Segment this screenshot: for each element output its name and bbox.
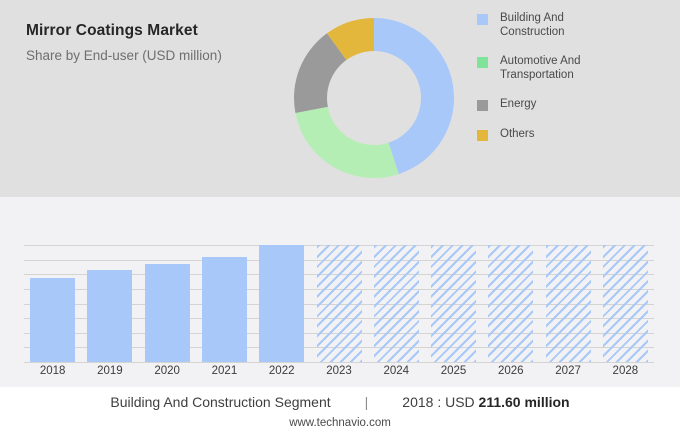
- x-axis-tick-label: 2026: [498, 365, 524, 377]
- title-block: Mirror Coatings Market Share by End-user…: [26, 22, 296, 64]
- donut-chart-svg: [294, 18, 454, 178]
- x-axis-tick-label: 2018: [39, 365, 66, 377]
- x-axis-tick-label: 2023: [326, 365, 352, 377]
- x-axis-tick-label: 2022: [268, 365, 295, 377]
- footer: Building And Construction Segment | 2018…: [0, 387, 680, 440]
- legend-item-label: Others: [500, 127, 535, 140]
- legend-item[interactable]: Energy: [477, 98, 673, 112]
- legend-item[interactable]: Automotive And Transportation: [477, 55, 673, 82]
- bar-actual[interactable]: [201, 257, 247, 362]
- footer-divider: |: [364, 394, 369, 410]
- x-axis-tick-label: 2024: [383, 365, 410, 377]
- x-axis-tick-label: 2027: [555, 365, 581, 377]
- legend-swatch-others: [477, 129, 488, 141]
- legend-item-label: Energy: [500, 98, 537, 110]
- bar-forecast[interactable]: [373, 245, 419, 362]
- x-axis-tick-label: 2028: [612, 365, 639, 377]
- bar-chart-x-axis: 2018 2019 2020 2021 2022 2023 2024 2025 2026 2027…: [24, 365, 654, 385]
- bar-actual[interactable]: [259, 245, 305, 362]
- legend-swatch-energy: [477, 100, 488, 111]
- footer-value-prefix: 2018 : USD: [402, 394, 479, 410]
- bar-forecast[interactable]: [545, 245, 591, 362]
- legend-swatch-automotive-and-transportation: [477, 57, 488, 68]
- legend: Building And Construction Automotive And…: [477, 12, 673, 157]
- footer-value: 2018 : USD 211.60 million: [402, 394, 569, 410]
- legend-swatch-building-and-construction: [477, 14, 488, 25]
- x-axis-tick-label: 2019: [97, 365, 123, 377]
- bar-chart-panel: 2018 2019 2020 2021 2022 2023 2024 2025 2026 2027…: [0, 197, 680, 387]
- footer-url: www.technavio.com: [289, 417, 391, 429]
- legend-item-label: Building And Construction: [500, 12, 565, 38]
- footer-summary-row: Building And Construction Segment | 2018…: [0, 387, 680, 417]
- bar-actual[interactable]: [30, 278, 76, 362]
- bar-actual[interactable]: [87, 270, 133, 362]
- bar-actual[interactable]: [144, 264, 190, 362]
- gridline: [24, 362, 654, 363]
- x-axis-tick-label: 2025: [440, 365, 467, 377]
- x-axis-tick-label: 2020: [154, 365, 180, 377]
- bar-forecast[interactable]: [431, 245, 477, 362]
- x-axis-tick-label: 2021: [211, 365, 238, 377]
- bar-forecast[interactable]: [316, 245, 362, 362]
- legend-item-label: Automotive And Transportation: [500, 55, 581, 81]
- legend-item[interactable]: Building And Construction: [477, 12, 673, 39]
- footer-segment-label: Building And Construction Segment: [110, 394, 331, 410]
- footer-value-amount: 211.60 million: [478, 394, 570, 410]
- header-band: Mirror Coatings Market Share by End-user…: [0, 0, 680, 197]
- bar-chart-bars: [24, 245, 654, 362]
- donut-chart: [288, 12, 460, 184]
- legend-item[interactable]: Others: [477, 128, 673, 142]
- page-title: Mirror Coatings Market: [26, 22, 198, 39]
- bar-forecast[interactable]: [488, 245, 534, 362]
- donut-hole: [327, 51, 421, 145]
- bar-forecast[interactable]: [602, 245, 648, 362]
- page-subtitle: Share by End-user (USD million): [26, 47, 222, 63]
